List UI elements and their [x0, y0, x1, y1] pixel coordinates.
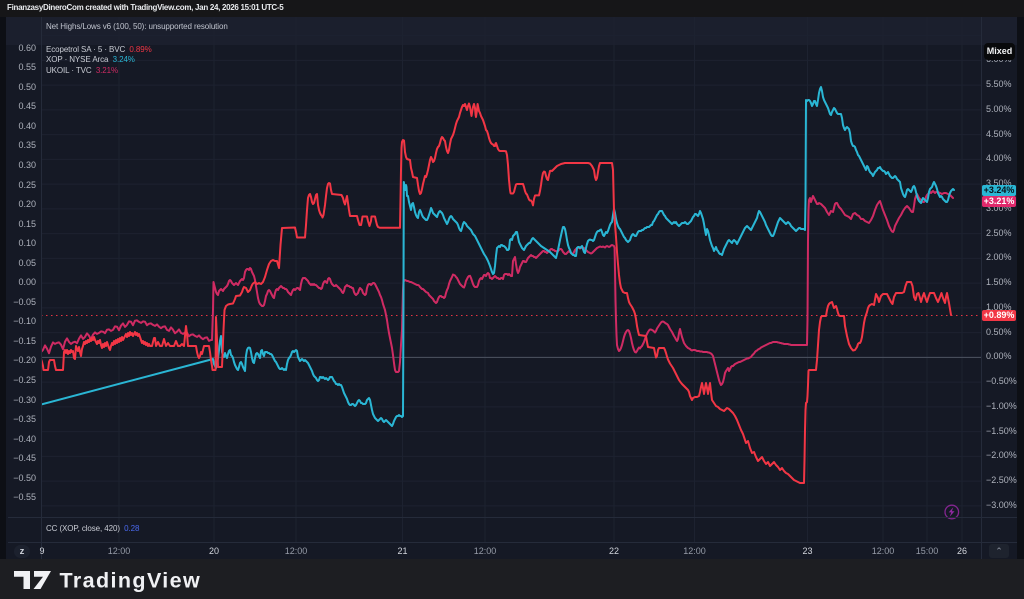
svg-text:TradingView: TradingView: [60, 570, 202, 593]
